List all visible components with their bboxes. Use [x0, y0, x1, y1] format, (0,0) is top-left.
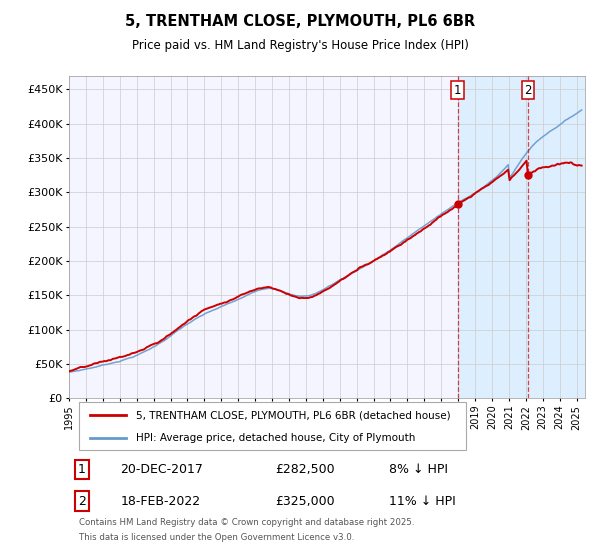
Text: 2: 2	[524, 83, 532, 97]
Text: Contains HM Land Registry data © Crown copyright and database right 2025.: Contains HM Land Registry data © Crown c…	[79, 518, 415, 528]
Text: Price paid vs. HM Land Registry's House Price Index (HPI): Price paid vs. HM Land Registry's House …	[131, 39, 469, 52]
Text: £282,500: £282,500	[275, 463, 335, 476]
FancyBboxPatch shape	[79, 402, 466, 450]
Text: HPI: Average price, detached house, City of Plymouth: HPI: Average price, detached house, City…	[136, 433, 415, 444]
Text: 5, TRENTHAM CLOSE, PLYMOUTH, PL6 6BR (detached house): 5, TRENTHAM CLOSE, PLYMOUTH, PL6 6BR (de…	[136, 410, 451, 420]
Text: £325,000: £325,000	[275, 494, 335, 507]
Bar	[458, 76, 585, 398]
Text: This data is licensed under the Open Government Licence v3.0.: This data is licensed under the Open Gov…	[79, 533, 355, 542]
Text: 1: 1	[454, 83, 461, 97]
Text: 20-DEC-2017: 20-DEC-2017	[121, 463, 203, 476]
Text: 2: 2	[78, 494, 86, 507]
Text: 8% ↓ HPI: 8% ↓ HPI	[389, 463, 448, 476]
Text: 11% ↓ HPI: 11% ↓ HPI	[389, 494, 455, 507]
Text: 1: 1	[78, 463, 86, 476]
Text: 18-FEB-2022: 18-FEB-2022	[121, 494, 201, 507]
Text: 5, TRENTHAM CLOSE, PLYMOUTH, PL6 6BR: 5, TRENTHAM CLOSE, PLYMOUTH, PL6 6BR	[125, 14, 475, 29]
